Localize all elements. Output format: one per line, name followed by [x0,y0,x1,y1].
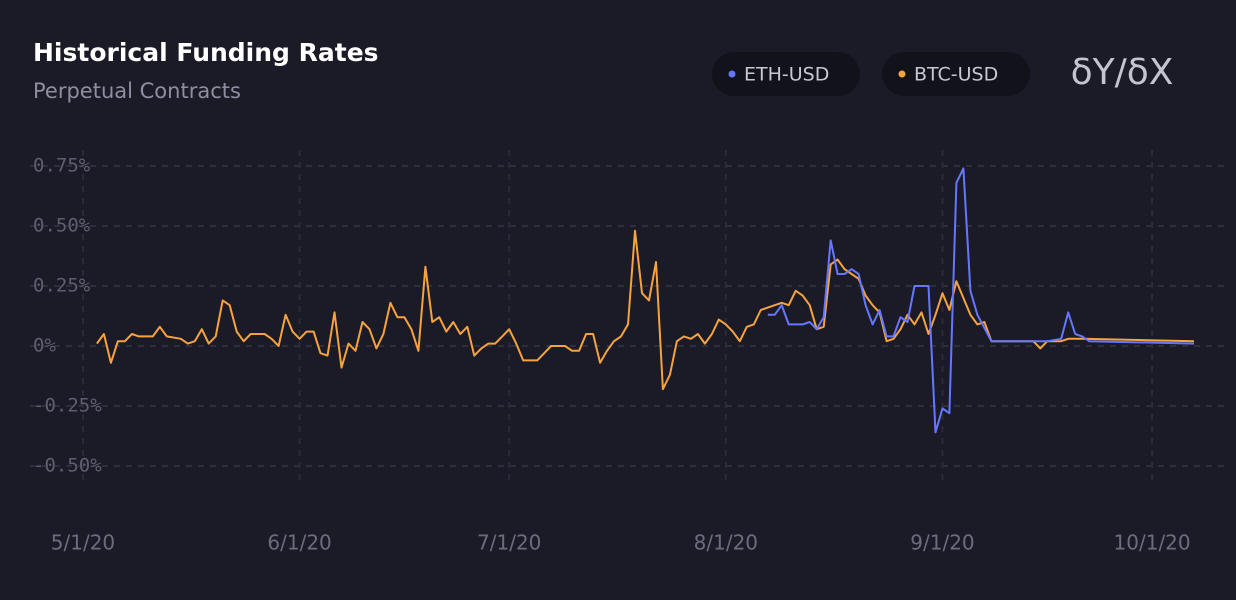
y-tick-label: 0.25% [33,275,91,297]
labels: 0.75% 0.50% 0.25% 0% -0.25% -0.50% 5/1/20 6/1/2… [33,155,1191,555]
legend-item[interactable]: BTC-USD [882,52,1030,96]
x-tick-label: 8/1/20 [694,531,758,555]
y-tick-label: 0% [33,335,56,357]
x-tick-label: 9/1/20 [910,531,974,555]
y-tick-label: 0.75% [33,155,91,177]
legend-label: BTC-USD [914,64,998,86]
x-tick-label: 5/1/20 [51,531,115,555]
legend: ETH-USD BTC-USD [712,52,1030,96]
legend-pill [712,52,860,96]
legend-dot [728,70,736,78]
lines [96,167,1195,434]
chart-subtitle: Perpetual Contracts [33,79,241,103]
legend-pill [882,52,1030,96]
x-tick-label: 10/1/20 [1114,531,1191,555]
y-tick-label: -0.25% [33,395,102,417]
logo: δY/δX [1071,52,1174,93]
y-tick-label: -0.50% [33,455,102,477]
x-tick-label: 7/1/20 [477,531,541,555]
series-line [96,229,1195,391]
y-tick-label: 0.50% [33,215,91,237]
legend-item[interactable]: ETH-USD [712,52,860,96]
chart-title: Historical Funding Rates [33,38,379,67]
legend-label: ETH-USD [744,64,829,86]
series-line [767,167,1195,434]
x-tick-label: 6/1/20 [267,531,331,555]
legend-dot [898,70,906,78]
